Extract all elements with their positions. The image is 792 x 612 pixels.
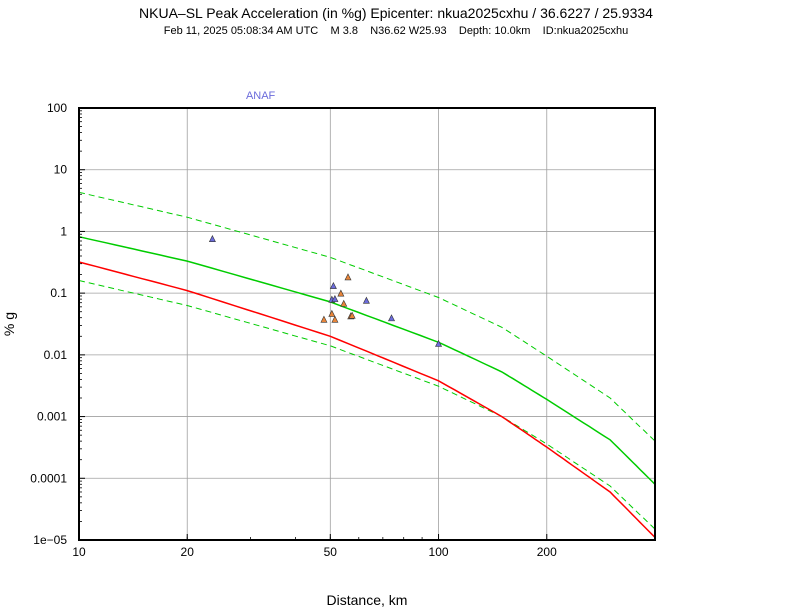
y-axis-label: % g [1, 312, 17, 336]
station-points [208, 234, 443, 347]
x-tick-label: 10 [72, 545, 86, 559]
model-median-line [78, 261, 656, 538]
station-point [435, 339, 443, 347]
station-point [331, 315, 339, 323]
x-tick-label: 100 [429, 545, 449, 559]
y-tick-label: 100 [47, 101, 67, 115]
x-tick-label: 200 [537, 545, 557, 559]
station-point [331, 294, 339, 302]
model-median-line [78, 235, 656, 485]
station-point [388, 314, 396, 322]
plot-frame [78, 107, 656, 541]
y-tick-label: 1e−05 [33, 533, 67, 547]
station-annotation: ANAF [246, 90, 276, 102]
model-curves [78, 191, 656, 538]
y-tick-label: 0.01 [44, 348, 68, 362]
grid-lines [78, 107, 655, 541]
station-point [362, 296, 370, 304]
station-point [208, 234, 216, 242]
y-tick-label: 1 [60, 224, 67, 238]
station-point [340, 299, 348, 307]
y-tick-label: 0.1 [50, 286, 67, 300]
station-point [329, 281, 337, 289]
x-tick-label: 50 [324, 545, 338, 559]
x-tick-label: 20 [181, 545, 195, 559]
station-point [328, 309, 336, 317]
model-bound-dashed-line [78, 280, 656, 530]
station-point [348, 311, 356, 319]
station-point [344, 273, 352, 281]
x-axis-label: Distance, km [327, 592, 408, 608]
station-point [337, 289, 345, 297]
y-tick-label: 10 [54, 163, 68, 177]
model-bound-dashed-line [78, 191, 656, 442]
chart-title: NKUA–SL Peak Acceleration (in %g) Epicen… [139, 5, 653, 21]
y-tick-label: 0.001 [37, 410, 67, 424]
axis-labels: 10 20 50 100 200 1e−05 0.0001 0.001 0.01 0.1 1 10 10… [1, 90, 557, 608]
station-point [320, 315, 328, 323]
y-tick-label: 0.0001 [30, 471, 67, 485]
axis-ticks [78, 107, 548, 541]
event-info-subtitle: Feb 11, 2025 05:08:34 AM UTC M 3.8 N36.6… [163, 25, 629, 37]
